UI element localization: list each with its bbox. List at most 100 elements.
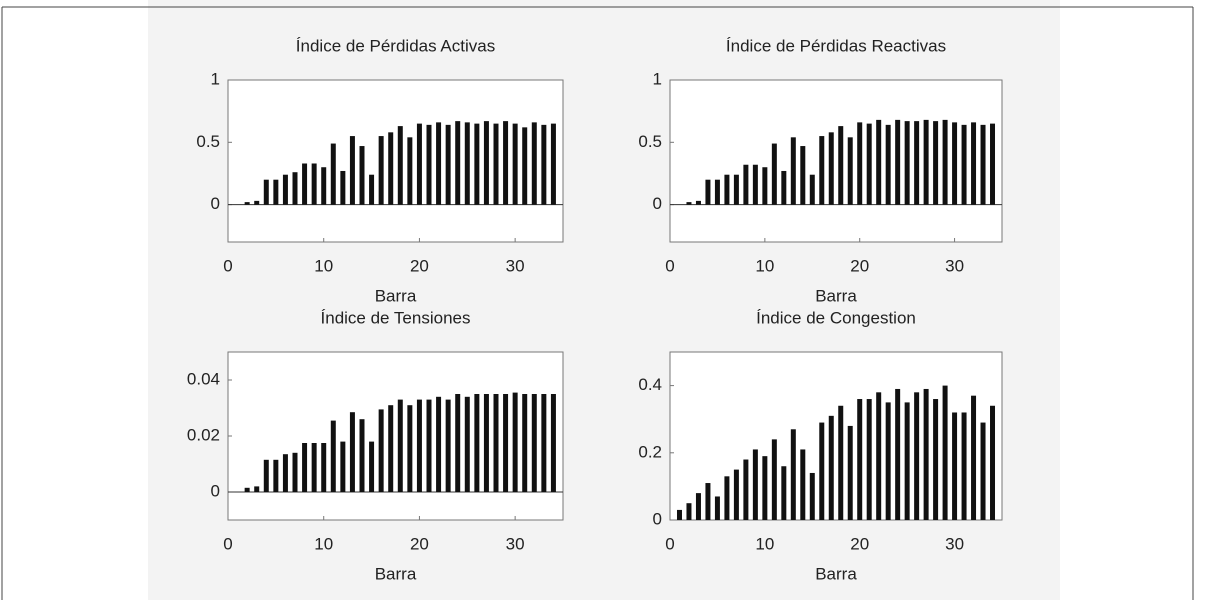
bar [541, 124, 547, 205]
bar [790, 429, 796, 520]
bar [263, 459, 269, 492]
bar [676, 509, 682, 520]
bar [771, 439, 777, 520]
bar [359, 146, 365, 205]
bar [254, 200, 260, 205]
bar [321, 167, 327, 205]
bar [311, 443, 317, 492]
bar [838, 126, 844, 205]
x-tick-label: 30 [945, 256, 964, 275]
bar [378, 409, 384, 492]
bar [847, 137, 853, 205]
bar [349, 136, 355, 205]
x-axis-label: Barra [815, 286, 857, 305]
bar [885, 402, 891, 520]
bar [990, 123, 996, 205]
bar [990, 405, 996, 520]
bar [961, 124, 967, 205]
bar [752, 449, 758, 520]
bar [493, 123, 499, 205]
bar [512, 123, 518, 205]
bar [397, 126, 403, 205]
y-tick-label: 0.04 [187, 369, 220, 388]
bar [876, 392, 882, 520]
bar [705, 483, 711, 520]
bar [705, 179, 711, 205]
bar [388, 132, 394, 205]
bar [445, 124, 451, 205]
bar [914, 121, 920, 205]
bar [244, 202, 250, 205]
bar [895, 388, 901, 520]
bar [686, 503, 692, 520]
bar [952, 412, 958, 520]
x-tick-label: 20 [850, 534, 869, 553]
x-tick-label: 30 [945, 534, 964, 553]
bar [369, 441, 375, 492]
bar [359, 419, 365, 492]
chart-title: Índice de Congestion [756, 308, 916, 327]
bar [695, 493, 701, 520]
bar [828, 132, 834, 205]
y-tick-label: 0 [211, 194, 220, 213]
bar [857, 122, 863, 205]
bar [455, 394, 461, 492]
bar [503, 394, 509, 492]
bar [971, 395, 977, 520]
bar [714, 496, 720, 520]
y-tick-label: 0.5 [196, 132, 220, 151]
bar [503, 121, 509, 205]
bar [904, 402, 910, 520]
bar [923, 388, 929, 520]
bar [923, 119, 929, 205]
bar [876, 119, 882, 205]
bar [800, 146, 806, 205]
bar [914, 392, 920, 520]
bar [895, 119, 901, 205]
bar [340, 441, 346, 492]
bar [273, 179, 279, 205]
bar [904, 121, 910, 205]
y-tick-label: 0.4 [638, 375, 662, 394]
x-tick-label: 10 [314, 256, 333, 275]
y-tick-label: 0 [653, 509, 662, 528]
bar [762, 167, 768, 205]
x-tick-label: 30 [506, 256, 525, 275]
x-tick-label: 20 [410, 534, 429, 553]
bar [244, 487, 250, 492]
bar [550, 123, 556, 205]
y-tick-label: 0 [653, 194, 662, 213]
bar [790, 137, 796, 205]
bar [483, 121, 489, 205]
bar [273, 459, 279, 492]
bar [445, 399, 451, 492]
bar [866, 399, 872, 520]
bar [733, 469, 739, 520]
x-tick-label: 0 [223, 534, 232, 553]
bar [522, 394, 528, 492]
x-tick-label: 10 [755, 256, 774, 275]
bar [857, 399, 863, 520]
bar [781, 170, 787, 205]
bar [819, 136, 825, 205]
bar [724, 174, 730, 205]
bar [885, 124, 891, 205]
x-tick-label: 30 [506, 534, 525, 553]
bar [933, 121, 939, 205]
bar [762, 456, 768, 520]
x-axis-label: Barra [375, 564, 417, 583]
x-tick-label: 0 [665, 256, 674, 275]
bar [809, 472, 815, 520]
y-tick-label: 0.02 [187, 425, 220, 444]
bar [752, 164, 758, 205]
bar [349, 412, 355, 492]
bar [464, 396, 470, 492]
bar [866, 123, 872, 205]
bar [828, 415, 834, 520]
bar [369, 174, 375, 205]
bar [512, 392, 518, 492]
bar [416, 123, 422, 205]
y-tick-label: 0 [211, 481, 220, 500]
bar [980, 124, 986, 205]
